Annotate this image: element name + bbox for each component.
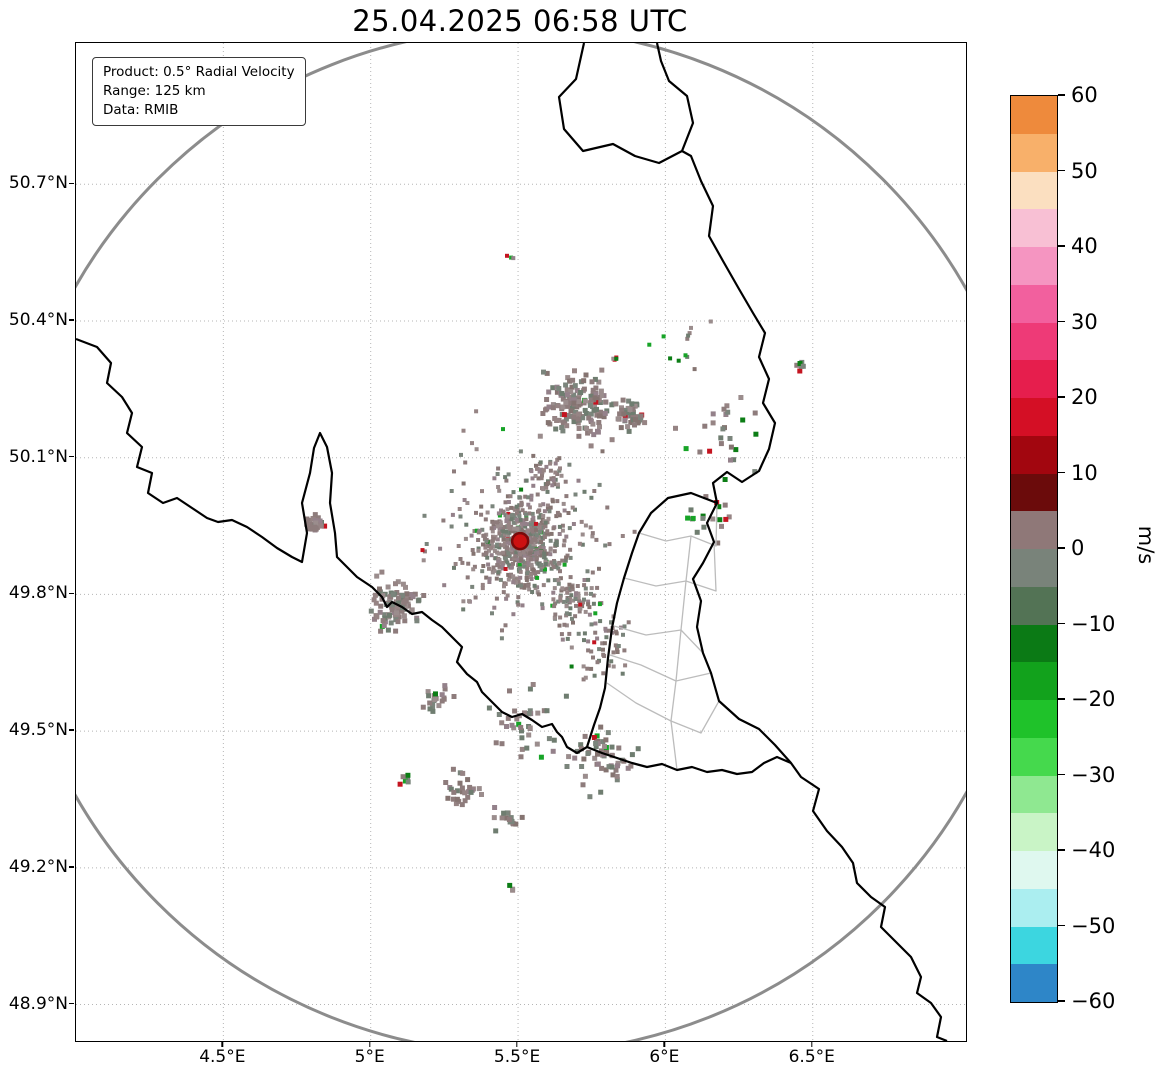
radar-map-canvas bbox=[76, 43, 966, 1041]
y-tick-label: 49.8°N bbox=[8, 583, 68, 604]
colorbar-tick-label: −20 bbox=[1071, 687, 1116, 711]
colorbar-band bbox=[1011, 133, 1057, 172]
colorbar-gradient bbox=[1011, 96, 1057, 1002]
colorbar-band bbox=[1011, 700, 1057, 738]
colorbar bbox=[1010, 95, 1058, 1003]
colorbar-band bbox=[1011, 511, 1057, 549]
y-tick-mark bbox=[69, 319, 74, 321]
colorbar-tick-label: −60 bbox=[1071, 989, 1116, 1013]
y-tick-mark bbox=[69, 866, 74, 868]
colorbar-band bbox=[1011, 851, 1057, 889]
x-tick-label: 6.5°E bbox=[788, 1047, 835, 1067]
y-tick-label: 48.9°N bbox=[8, 993, 68, 1014]
colorbar-band bbox=[1011, 549, 1057, 587]
colorbar-tick-mark bbox=[1058, 773, 1065, 776]
colorbar-band bbox=[1011, 624, 1057, 663]
y-tick-label: 49.5°N bbox=[8, 720, 68, 741]
x-tick-mark bbox=[368, 1042, 371, 1047]
x-tick-mark bbox=[221, 1042, 224, 1047]
info-box: Product: 0.5° Radial Velocity Range: 125… bbox=[92, 57, 306, 126]
colorbar-tick-mark bbox=[1058, 320, 1065, 323]
colorbar-band bbox=[1011, 662, 1057, 700]
colorbar-tick-mark bbox=[1058, 471, 1065, 474]
colorbar-tick-label: 10 bbox=[1071, 460, 1098, 485]
colorbar-tick-label: −50 bbox=[1071, 913, 1116, 938]
colorbar-band bbox=[1011, 435, 1057, 474]
x-tick-label: 5°E bbox=[354, 1047, 385, 1067]
colorbar-tick-label: 20 bbox=[1071, 385, 1098, 409]
colorbar-band bbox=[1011, 586, 1057, 625]
y-tick-mark bbox=[69, 1002, 74, 1005]
y-tick-label: 49.2°N bbox=[8, 856, 68, 877]
y-tick-mark bbox=[69, 729, 74, 731]
info-data-source: Data: RMIB bbox=[103, 101, 179, 118]
colorbar-band bbox=[1011, 360, 1057, 398]
colorbar-band bbox=[1011, 209, 1057, 247]
x-tick-mark bbox=[663, 1042, 666, 1047]
colorbar-band bbox=[1011, 888, 1057, 927]
y-tick-mark bbox=[69, 182, 74, 184]
colorbar-tick-label: 60 bbox=[1071, 83, 1098, 107]
colorbar-band bbox=[1011, 322, 1057, 361]
colorbar-band bbox=[1011, 964, 1057, 1002]
colorbar-band bbox=[1011, 926, 1057, 965]
colorbar-band bbox=[1011, 737, 1057, 776]
colorbar-band bbox=[1011, 398, 1057, 436]
colorbar-tick-label: 40 bbox=[1071, 234, 1098, 258]
colorbar-tick-mark bbox=[1058, 698, 1065, 700]
colorbar-tick-label: −10 bbox=[1071, 611, 1116, 636]
colorbar-band bbox=[1011, 775, 1057, 814]
colorbar-tick-mark bbox=[1058, 849, 1065, 851]
colorbar-tick-mark bbox=[1058, 924, 1065, 927]
colorbar-tick-mark bbox=[1058, 1000, 1065, 1002]
colorbar-band bbox=[1011, 171, 1057, 210]
colorbar-tick-mark bbox=[1058, 94, 1065, 96]
y-tick-mark bbox=[69, 592, 74, 595]
colorbar-band bbox=[1011, 247, 1057, 285]
colorbar-tick-mark bbox=[1058, 245, 1065, 247]
y-tick-label: 50.7°N bbox=[8, 173, 68, 194]
colorbar-tick-mark bbox=[1058, 396, 1065, 398]
colorbar-unit-label: m/s bbox=[1134, 525, 1158, 565]
colorbar-tick-label: −40 bbox=[1071, 838, 1116, 862]
colorbar-band bbox=[1011, 473, 1057, 512]
y-tick-label: 50.1°N bbox=[8, 446, 68, 467]
colorbar-band bbox=[1011, 284, 1057, 323]
colorbar-tick-mark bbox=[1058, 622, 1065, 625]
info-range: Range: 125 km bbox=[103, 82, 206, 99]
colorbar-tick-label: −30 bbox=[1071, 762, 1116, 787]
colorbar-band bbox=[1011, 813, 1057, 851]
colorbar-band bbox=[1011, 96, 1057, 134]
colorbar-tick-mark bbox=[1058, 169, 1065, 172]
chart-title: 25.04.2025 06:58 UTC bbox=[352, 4, 688, 38]
x-tick-mark bbox=[811, 1042, 813, 1047]
info-product: Product: 0.5° Radial Velocity bbox=[103, 64, 295, 80]
colorbar-tick-mark bbox=[1058, 547, 1065, 549]
x-tick-label: 6°E bbox=[649, 1047, 680, 1067]
plot-area: Product: 0.5° Radial Velocity Range: 125… bbox=[75, 42, 967, 1042]
radar-echoes bbox=[304, 253, 806, 893]
y-tick-mark bbox=[69, 455, 74, 458]
x-tick-label: 5.5°E bbox=[493, 1047, 541, 1067]
x-tick-mark bbox=[516, 1042, 518, 1047]
colorbar-tick-label: 30 bbox=[1071, 309, 1098, 334]
colorbar-tick-label: 0 bbox=[1071, 536, 1085, 560]
y-tick-label: 50.4°N bbox=[8, 309, 68, 330]
x-tick-label: 4.5°E bbox=[199, 1047, 246, 1067]
colorbar-tick-label: 50 bbox=[1071, 158, 1098, 183]
